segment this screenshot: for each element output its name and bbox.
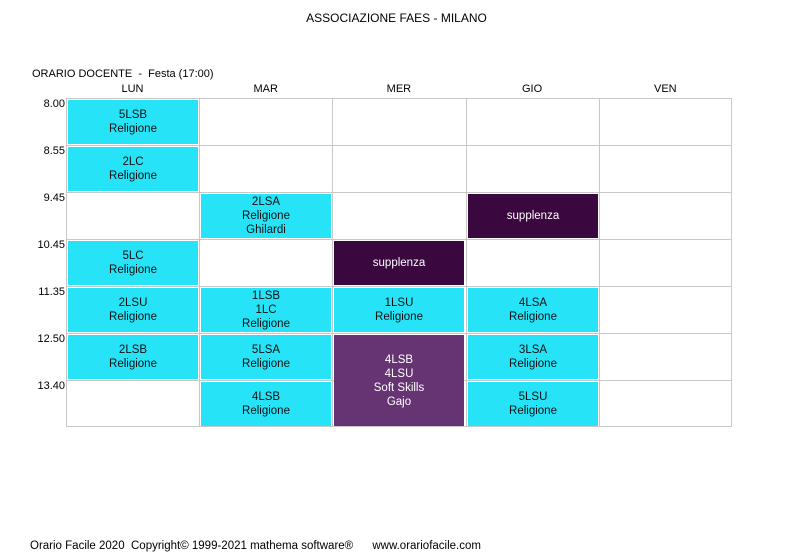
day-header-lun: LUN bbox=[121, 83, 144, 95]
lesson-cell[interactable]: 1LSU Religione bbox=[334, 288, 464, 332]
lesson-cell[interactable]: 5LSB Religione bbox=[68, 100, 198, 144]
page-title: ASSOCIAZIONE FAES - MILANO bbox=[306, 11, 487, 25]
grid-vertical-line bbox=[332, 98, 333, 427]
lesson-line: Religione bbox=[109, 264, 157, 276]
grid-horizontal-line bbox=[66, 192, 732, 193]
lesson-line: Religione bbox=[109, 358, 157, 370]
grid-horizontal-line bbox=[66, 239, 732, 240]
lesson-line: Religione bbox=[242, 210, 290, 222]
grid-horizontal-line bbox=[66, 333, 732, 334]
lesson-cell[interactable]: 2LSU Religione bbox=[68, 288, 198, 332]
lesson-line: Ghilardi bbox=[246, 224, 286, 236]
lesson-line: 4LSA bbox=[518, 297, 548, 309]
day-header-gio: GIO bbox=[522, 83, 543, 95]
lesson-cell[interactable]: 4LSA Religione bbox=[468, 288, 598, 332]
footer-copyright: Copyright© 1999-2021 mathema software® bbox=[131, 540, 354, 552]
time-label: 8.00 bbox=[43, 98, 65, 110]
grid-vertical-line bbox=[599, 98, 600, 427]
lesson-line: 4LSB bbox=[251, 391, 281, 403]
lesson-line: Gajo bbox=[386, 395, 412, 408]
lesson-line: 5LC bbox=[122, 250, 144, 262]
lesson-line: 1LSU bbox=[384, 297, 414, 309]
lesson-cell[interactable]: 4LSB 4LSU Soft Skills Gajo bbox=[334, 335, 464, 426]
lesson-cell[interactable]: 2LC Religione bbox=[68, 147, 198, 191]
lesson-line: Religione bbox=[109, 123, 157, 135]
day-header-mer: MER bbox=[386, 83, 412, 95]
lesson-cell[interactable]: 2LSB Religione bbox=[68, 335, 198, 379]
lesson-cell[interactable]: supplenza bbox=[468, 194, 598, 238]
lesson-cell[interactable]: 4LSB Religione bbox=[201, 382, 331, 426]
lesson-line: 1LC bbox=[255, 304, 277, 316]
schedule-subtitle: ORARIO DOCENTE - Festa (17:00) bbox=[32, 68, 214, 80]
lesson-cell[interactable]: 2LSA Religione Ghilardi bbox=[201, 194, 331, 238]
lesson-line: 5LSU bbox=[518, 391, 548, 403]
lesson-cell[interactable]: 5LSU Religione bbox=[468, 382, 598, 426]
grid-horizontal-line bbox=[66, 145, 732, 146]
lesson-line: 3LSA bbox=[518, 344, 548, 356]
lesson-line: Religione bbox=[242, 405, 290, 417]
time-label: 11.35 bbox=[38, 286, 65, 298]
lesson-cell[interactable]: 5LC Religione bbox=[68, 241, 198, 285]
lesson-line: Religione bbox=[242, 358, 290, 370]
day-header-mar: MAR bbox=[253, 83, 278, 95]
lesson-line: 2LSU bbox=[118, 297, 148, 309]
grid-vertical-line bbox=[199, 98, 200, 427]
lesson-line: Religione bbox=[109, 170, 157, 182]
lesson-line: Religione bbox=[242, 318, 290, 330]
grid-vertical-line bbox=[466, 98, 467, 427]
lesson-line: supplenza bbox=[506, 210, 560, 222]
footer-app: Orario Facile 2020 bbox=[30, 540, 125, 552]
lesson-line: Soft Skills bbox=[373, 381, 425, 394]
lesson-line: Religione bbox=[509, 358, 557, 370]
lesson-line: Religione bbox=[375, 311, 423, 323]
time-label: 13.40 bbox=[37, 380, 65, 392]
lesson-line: Religione bbox=[509, 405, 557, 417]
lesson-line: 1LSB bbox=[251, 290, 281, 302]
grid-horizontal-line bbox=[66, 286, 732, 287]
footer-url[interactable]: www.orariofacile.com bbox=[372, 540, 481, 552]
lesson-cell[interactable]: supplenza bbox=[334, 241, 464, 285]
time-label: 12.50 bbox=[37, 333, 65, 345]
time-label: 8.55 bbox=[43, 145, 65, 157]
lesson-line: 2LC bbox=[122, 156, 144, 168]
lesson-cell[interactable]: 3LSA Religione bbox=[468, 335, 598, 379]
lesson-line: 2LSB bbox=[118, 344, 148, 356]
footer: Orario Facile 2020 Copyright© 1999-2021 … bbox=[30, 540, 481, 552]
time-label: 9.45 bbox=[43, 192, 65, 204]
day-header-ven: VEN bbox=[653, 83, 677, 95]
lesson-line: supplenza bbox=[372, 257, 426, 269]
lesson-line: 4LSU bbox=[384, 367, 414, 380]
lesson-line: 4LSB bbox=[384, 353, 414, 366]
lesson-line: Religione bbox=[509, 311, 557, 323]
lesson-line: 5LSA bbox=[251, 344, 281, 356]
lesson-line: Religione bbox=[109, 311, 157, 323]
time-label: 10.45 bbox=[37, 239, 65, 251]
lesson-cell[interactable]: 1LSB 1LC Religione bbox=[201, 288, 331, 332]
lesson-line: 5LSB bbox=[118, 109, 148, 121]
lesson-line: 2LSA bbox=[251, 196, 281, 208]
lesson-cell[interactable]: 5LSA Religione bbox=[201, 335, 331, 379]
